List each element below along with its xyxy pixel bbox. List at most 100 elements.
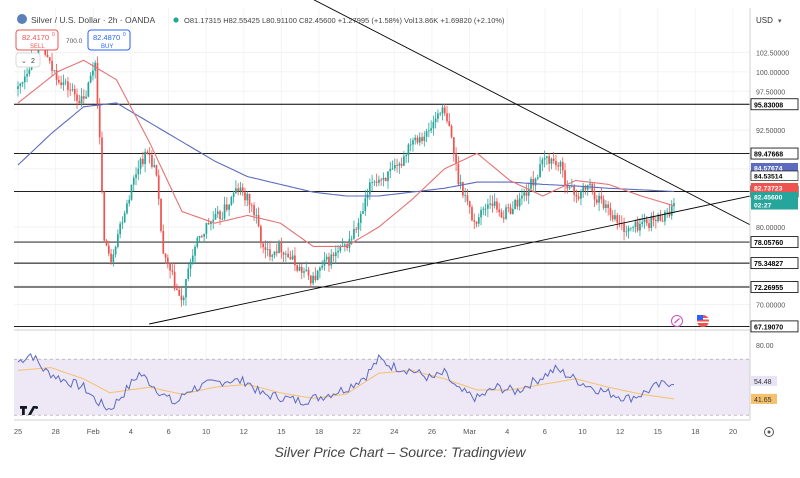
level-tag-label: 89.47668	[754, 152, 783, 159]
candle-body	[450, 125, 453, 138]
candle-body	[191, 255, 194, 262]
candle-body	[664, 211, 666, 222]
replay-icon[interactable]	[671, 315, 683, 327]
candle-body	[303, 271, 305, 273]
time-tick-label: 22	[353, 427, 361, 436]
candle-body	[362, 211, 364, 214]
candle-body	[359, 213, 362, 223]
candle-body	[452, 137, 455, 154]
candle-body	[396, 164, 398, 166]
currency-label[interactable]: USD	[756, 16, 773, 25]
time-tick-label: Feb	[87, 427, 100, 436]
candle-body	[541, 159, 544, 165]
candle-body	[673, 203, 675, 207]
candle-body	[525, 192, 528, 196]
candle-body	[291, 255, 294, 260]
market-open-icon	[173, 17, 179, 23]
rsi-band	[14, 359, 750, 416]
candle-body	[19, 83, 22, 87]
candle-body	[153, 165, 156, 167]
candle-body	[407, 144, 410, 156]
time-tick-label: 6	[543, 427, 547, 436]
candle-body	[160, 199, 162, 231]
candle-body	[409, 144, 412, 146]
candle-body	[398, 163, 401, 166]
candle-body	[475, 221, 478, 224]
sell-button[interactable]: 82.4170 0 SELL	[15, 29, 59, 51]
candle-body	[650, 216, 653, 228]
silver-symbol-icon	[17, 14, 27, 24]
buy-price-superscript: 0	[123, 32, 126, 38]
settings-icon[interactable]	[764, 427, 774, 437]
candle-body	[305, 269, 308, 272]
candle-body	[575, 194, 578, 197]
time-tick-label: 12	[616, 427, 624, 436]
candle-body	[273, 251, 276, 256]
candle-body	[389, 168, 392, 172]
candle-body	[284, 253, 287, 255]
candle-body	[137, 168, 140, 175]
candle-body	[632, 227, 635, 229]
candle-body	[194, 246, 196, 256]
candle-body	[235, 188, 237, 194]
candle-body	[368, 182, 371, 195]
candle-body	[196, 237, 199, 247]
candle-body	[23, 76, 26, 83]
candle-body	[600, 195, 603, 200]
candle-body	[119, 223, 122, 235]
candle-body	[645, 219, 648, 224]
collapse-icon: ⌄	[21, 58, 27, 65]
candle-body	[98, 104, 101, 138]
candle-body	[21, 82, 24, 84]
candle-body	[26, 74, 28, 77]
candle-body	[384, 177, 387, 182]
indicator-toggle[interactable]: ⌄ 2	[15, 52, 41, 68]
us-flag-icon[interactable]	[697, 315, 709, 327]
indicator-count: 2	[31, 58, 35, 65]
candle-body	[555, 160, 557, 166]
candle-body	[198, 236, 201, 238]
candle-body	[92, 70, 94, 76]
candle-body	[64, 81, 67, 83]
candle-body	[659, 214, 662, 221]
symbol-line[interactable]: Silver / U.S. Dollar · 2h · OANDA	[31, 15, 156, 25]
candle-body	[427, 130, 430, 132]
candle-body	[262, 243, 265, 248]
price-tick-label: 70.00000	[756, 303, 785, 310]
candle-body	[564, 170, 566, 186]
candle-body	[337, 250, 339, 253]
level-tag-label: 72.26955	[754, 285, 783, 292]
candle-body	[416, 137, 419, 143]
candle-body	[634, 221, 637, 228]
candle-body	[269, 249, 271, 257]
candle-body	[459, 182, 462, 185]
candle-body	[623, 223, 625, 232]
rsi-value-tag: 54.48	[754, 379, 772, 386]
candle-body	[425, 131, 428, 137]
rsi-tick-label: 80.00	[756, 343, 774, 350]
candle-body	[146, 151, 149, 155]
chevron-down-icon[interactable]: ▾	[778, 18, 782, 25]
candle-body	[260, 226, 262, 244]
rsi-signal-tag: 41.65	[754, 397, 772, 404]
candle-body	[439, 113, 442, 115]
time-tick-label: 12	[240, 427, 248, 436]
candle-body	[636, 221, 639, 231]
time-axis[interactable]: 25 28 Feb 4 6 10 12 15 18 22 24 26 Mar 4 6 10 12 15 18 20	[14, 427, 737, 436]
time-tick-label: 4	[505, 427, 509, 436]
candle-body	[201, 236, 203, 237]
time-tick-label: 25	[14, 427, 22, 436]
candle-body	[418, 137, 421, 143]
buy-button[interactable]: 82.4870 0 BUY	[87, 29, 131, 51]
candle-body	[237, 188, 240, 191]
candle-body	[309, 275, 312, 284]
price-tick-label: 97.50000	[756, 89, 785, 96]
candle-body	[464, 195, 467, 197]
candle-body	[101, 137, 103, 192]
candle-body	[266, 249, 269, 250]
level-tag-box	[750, 147, 799, 160]
candle-body	[232, 193, 235, 197]
level-tag-box	[750, 236, 799, 249]
